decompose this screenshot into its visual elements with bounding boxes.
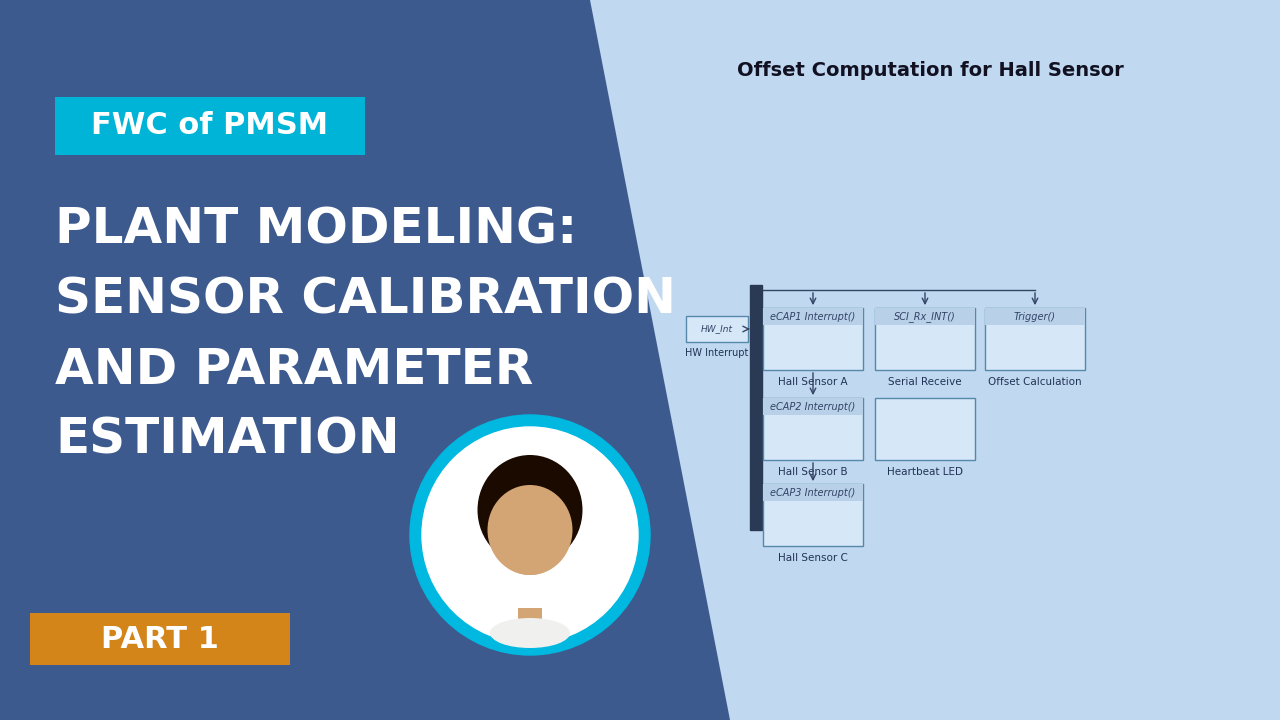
Text: HW Interrupt: HW Interrupt [685, 348, 749, 358]
Text: Hall Sensor B: Hall Sensor B [778, 467, 847, 477]
Text: Offset Computation for Hall Sensor: Offset Computation for Hall Sensor [736, 60, 1124, 79]
FancyBboxPatch shape [763, 484, 863, 501]
Circle shape [422, 427, 637, 643]
Text: PART 1: PART 1 [101, 624, 219, 654]
Text: Offset Calculation: Offset Calculation [988, 377, 1082, 387]
Text: Hall Sensor A: Hall Sensor A [778, 377, 847, 387]
FancyBboxPatch shape [29, 613, 291, 665]
FancyBboxPatch shape [763, 308, 863, 370]
Text: PLANT MODELING:: PLANT MODELING: [55, 206, 577, 254]
FancyBboxPatch shape [876, 308, 975, 370]
FancyBboxPatch shape [750, 285, 762, 530]
FancyBboxPatch shape [986, 308, 1085, 325]
Text: Serial Receive: Serial Receive [888, 377, 961, 387]
Text: HW_Int: HW_Int [701, 325, 733, 333]
Circle shape [410, 415, 650, 655]
Ellipse shape [488, 485, 572, 575]
Text: eCAP1 Interrupt(): eCAP1 Interrupt() [771, 312, 855, 322]
Text: SENSOR CALIBRATION: SENSOR CALIBRATION [55, 276, 676, 324]
FancyBboxPatch shape [763, 398, 863, 415]
Ellipse shape [490, 618, 570, 648]
Text: eCAP2 Interrupt(): eCAP2 Interrupt() [771, 402, 855, 412]
Ellipse shape [477, 455, 582, 565]
FancyBboxPatch shape [686, 316, 748, 342]
FancyBboxPatch shape [986, 308, 1085, 370]
Text: AND PARAMETER: AND PARAMETER [55, 346, 534, 394]
Text: ESTIMATION: ESTIMATION [55, 416, 399, 464]
Text: Heartbeat LED: Heartbeat LED [887, 467, 963, 477]
Text: Hall Sensor C: Hall Sensor C [778, 553, 847, 563]
Text: Trigger(): Trigger() [1014, 312, 1056, 322]
FancyBboxPatch shape [763, 398, 863, 460]
Polygon shape [590, 0, 1280, 720]
FancyBboxPatch shape [518, 608, 541, 638]
FancyBboxPatch shape [876, 398, 975, 460]
Text: SCI_Rx_INT(): SCI_Rx_INT() [895, 311, 956, 322]
Ellipse shape [488, 475, 572, 575]
Text: FWC of PMSM: FWC of PMSM [91, 112, 329, 140]
FancyBboxPatch shape [763, 308, 863, 325]
Text: eCAP3 Interrupt(): eCAP3 Interrupt() [771, 487, 855, 498]
FancyBboxPatch shape [763, 484, 863, 546]
FancyBboxPatch shape [876, 308, 975, 325]
FancyBboxPatch shape [55, 97, 365, 155]
